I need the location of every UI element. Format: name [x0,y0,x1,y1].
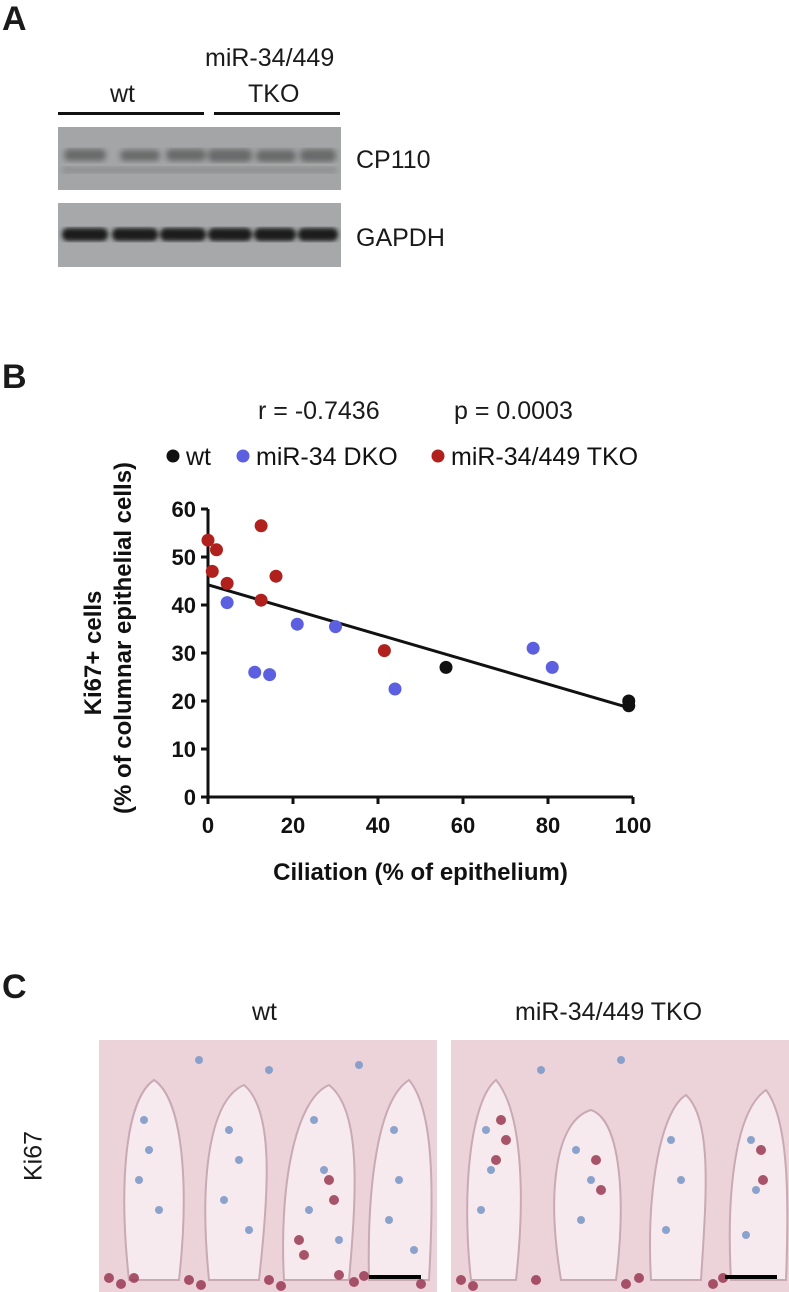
micrograph-title-tko: miR-34/449 TKO [515,998,703,1026]
y-tick-label: 40 [172,593,196,618]
y-tick-label: 50 [172,545,196,570]
panel-a-letter: A [2,0,27,38]
point-wt [622,699,636,713]
point-mir-34-449-tko [210,543,223,557]
group-label-tko-line1: miR-34/449 [205,44,335,72]
legend-marker [236,449,250,463]
cp110-blot [58,127,341,190]
regression-line [207,583,630,710]
point-mir-34-449-tko [269,569,283,583]
group-label-wt: wt [110,80,135,108]
point-mir-34-dko [248,665,262,679]
group-label-tko-line2: TKO [248,80,300,108]
x-tick-label: 40 [366,813,390,838]
group-bar-tko [214,112,340,115]
gapdh-blot [58,203,341,267]
x-tick-label: 20 [281,813,305,838]
y-tick-label: 0 [184,785,196,810]
legend-marker [166,449,180,463]
point-mir-34-dko [388,682,402,696]
axes: 0 10 20 30 40 50 60 0 20 40 60 80 100 Ciliation (% of… [80,462,651,886]
y-tick-label: 20 [172,689,196,714]
x-tick-label: 80 [536,813,560,838]
data-marks [201,519,636,713]
correlation-r: r = -0.7436 [258,397,380,425]
micrograph-tko [451,1040,789,1292]
legend: wt miR-34 DKO miR-34/449 TKO [166,443,638,471]
point-mir-34-449-tko [201,533,215,547]
panel-c-letter: C [2,968,27,1006]
band-label-gapdh: GAPDH [356,224,445,252]
y-axis-subtitle: (% of columnar epithelial cells) [110,462,137,814]
x-tick-label: 60 [451,813,475,838]
point-mir-34-dko [329,620,342,634]
micrograph-wt [99,1040,437,1292]
point-mir-34-dko [220,596,234,610]
point-mir-34-dko [290,617,304,631]
y-tick-label: 60 [172,497,196,522]
point-wt [439,660,453,674]
y-tick-label: 30 [172,641,196,666]
group-bar-wt [58,112,204,115]
row-label-ki67: Ki67 [19,1130,48,1182]
y-axis-title: Ki67+ cells [80,591,107,716]
point-mir-34-dko [526,641,540,655]
x-tick-label: 100 [615,813,652,838]
point-mir-34-449-tko [220,576,234,590]
panel-b-letter: B [2,358,27,396]
point-mir-34-449-tko [205,564,219,578]
legend-label: miR-34/449 TKO [451,443,638,471]
micrograph-title-wt: wt [252,998,277,1026]
point-mir-34-449-tko [254,593,268,607]
legend-label: wt [185,443,211,471]
x-tick-label: 0 [202,813,214,838]
legend-marker [431,449,445,463]
legend-label: miR-34 DKO [256,443,398,471]
band-label-cp110: CP110 [356,146,431,174]
point-mir-34-449-tko [254,519,268,533]
point-mir-34-449-tko [377,644,391,658]
point-mir-34-dko [263,668,277,682]
x-axis-title: Ciliation (% of epithelium) [273,859,568,886]
point-mir-34-dko [545,660,559,674]
y-tick-label: 10 [172,737,196,762]
correlation-p: p = 0.0003 [454,397,573,425]
scatter-plot: wt miR-34 DKO miR-34/449 TKO 0 10 20 30 40 50 60… [80,443,651,886]
